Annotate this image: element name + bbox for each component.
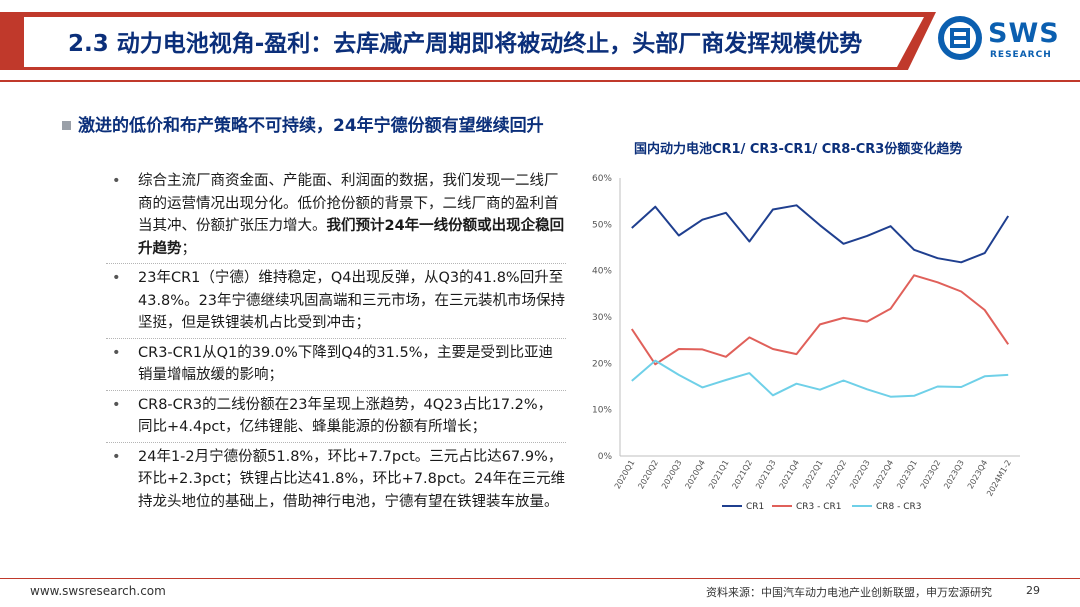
x-tick-label: 2022Q3 [848,459,872,491]
legend-label: CR8 - CR3 [876,502,922,512]
list-item-text: CR8-CR3的二线份额在23年呈现上涨趋势，4Q23占比17.2%，同比+4.… [138,396,553,436]
bullet-dot-icon: • [112,270,121,286]
share-trend-chart: 0%10%20%30%40%50%60%2020Q1 2020Q2 2020Q3 20… [592,174,1020,512]
x-tick-label: 2020Q1 [613,459,637,491]
list-item-text: CR3-CR1从Q1的39.0%下降到Q4的31.5%，主要是受到比亚迪销量增幅… [138,344,553,384]
series-line [631,204,1010,264]
x-tick-label: 2022Q2 [825,459,849,491]
list-item: • 24年1-2月宁德份额51.8%，环比+7.7pct。三元占比达67.9%，… [106,446,566,514]
footer-source: 资料来源：中国汽车动力电池产业创新联盟，申万宏源研究 [706,586,992,599]
bullet-dot-icon: • [112,396,121,413]
y-tick-label: 60% [592,174,612,184]
divider [106,441,566,443]
series-line [631,359,1009,398]
x-tick-label: 2021Q1 [707,459,731,491]
bullet-dot-icon: • [112,448,121,465]
list-item-tail: ； [181,240,197,257]
x-tick-label: 2024M1-2 [985,459,1013,498]
logo-text: SWS [988,18,1060,49]
series-line [630,274,1010,366]
y-tick-label: 0% [598,452,613,462]
x-tick-label: 2021Q2 [730,459,754,491]
x-tick-label: 2022Q4 [872,459,896,491]
sws-logo-icon [938,16,982,60]
y-tick-label: 10% [592,406,612,416]
sws-logo: SWS RESEARCH [936,12,1066,68]
x-tick-label: 2021Q4 [778,459,802,491]
list-item: • 综合主流厂商资金面、产能面、利润面的数据，我们发现一二线厂商的运营情况出现分… [106,170,566,260]
footer-divider [0,578,1080,579]
x-tick-label: 2021Q3 [754,459,778,491]
x-tick-label: 2020Q3 [660,459,684,491]
list-item-highlight: 我们预计24年一线份额或出现企稳回升趋势 [138,218,565,257]
y-tick-label: 20% [592,359,612,369]
divider [106,389,566,391]
footer-url: www.swsresearch.com [30,584,166,598]
x-tick-label: 2022Q1 [801,459,825,491]
y-tick-label: 50% [592,220,612,230]
bullet-dot-icon: • [112,173,121,189]
logo-subtext: RESEARCH [990,50,1052,60]
header-divider [0,80,1080,82]
bullet-dot-icon: • [112,344,121,361]
list-item-text: 24年1-2月宁德份额51.8%，环比+7.7pct。三元占比达67.9%，环比… [138,448,566,510]
divider [106,263,566,264]
lead-text: 激进的低价和布产策略不可持续，24年宁德份额有望继续回升 [78,116,544,136]
x-tick-label: 2020Q2 [636,459,660,491]
legend-label: CR1 [746,502,764,512]
y-tick-label: 30% [592,313,612,323]
page-title: 2.3 动力电池视角-盈利：去库减产周期即将被动终止，头部厂商发挥规模优势 [68,31,863,57]
lead-paragraph: 激进的低价和布产策略不可持续，24年宁德份额有望继续回升 [62,114,558,139]
x-tick-label: 2020Q4 [683,459,707,491]
chart-title: 国内动力电池CR1/ CR3-CR1/ CR8-CR3份额变化趋势 [634,142,963,157]
square-bullet-icon [62,121,71,130]
x-tick-label: 2023Q2 [919,459,943,491]
header: 2.3 动力电池视角-盈利：去库减产周期即将被动终止，头部厂商发挥规模优势 SW… [0,0,1080,82]
page-number: 29 [1026,584,1040,597]
list-item: • 23年CR1（宁德）维持稳定，Q4出现反弹，从Q3的41.8%回升至43.8… [106,267,566,335]
bullet-list: • 综合主流厂商资金面、产能面、利润面的数据，我们发现一二线厂商的运营情况出现分… [106,170,566,516]
y-tick-label: 40% [592,267,612,277]
list-item: • CR3-CR1从Q1的39.0%下降到Q4的31.5%，主要是受到比亚迪销量… [106,342,566,387]
title-panel [24,17,924,67]
x-tick-label: 2023Q1 [895,459,919,491]
x-tick-label: 2023Q4 [966,459,990,491]
list-item-text: 综合主流厂商资金面、产能面、利润面的数据，我们发现一二线厂商的运营情况出现分化。… [138,173,559,234]
divider [106,337,566,339]
legend-label: CR3 - CR1 [796,502,842,512]
list-item: • CR8-CR3的二线份额在23年呈现上涨趋势，4Q23占比17.2%，同比+… [106,394,566,439]
list-item-text: 23年CR1（宁德）维持稳定，Q4出现反弹，从Q3的41.8%回升至43.8%。… [138,270,566,331]
x-tick-label: 2023Q3 [942,459,966,491]
